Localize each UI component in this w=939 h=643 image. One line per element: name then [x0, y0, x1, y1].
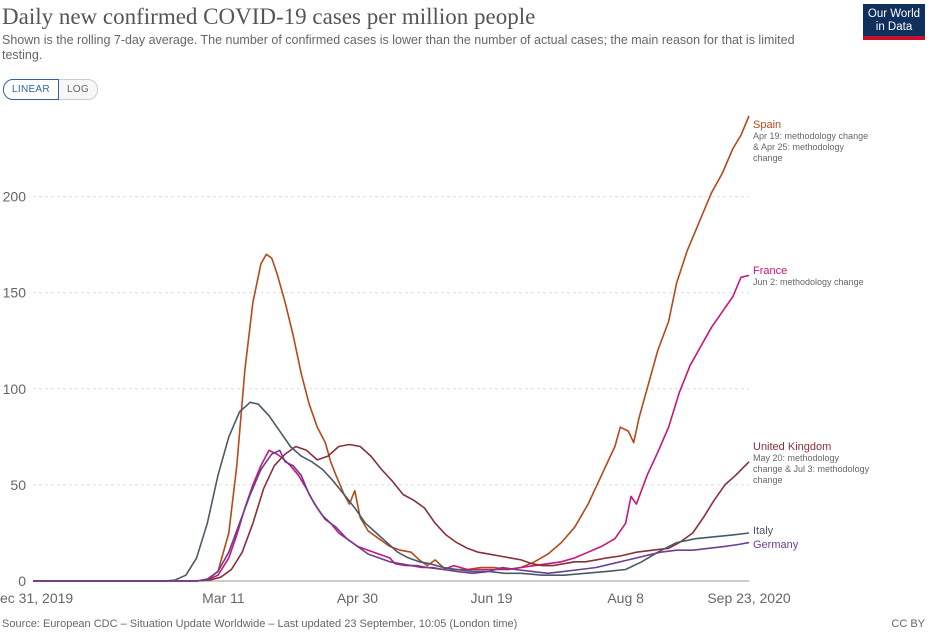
- series-label[interactable]: France: [753, 265, 787, 277]
- series-annotation: Apr 19: methodology change: [753, 131, 868, 141]
- series-label[interactable]: Spain: [753, 119, 781, 131]
- x-tick-label: Apr 30: [337, 590, 378, 606]
- y-tick-label: 200: [3, 189, 27, 205]
- owid-logo[interactable]: Our World in Data: [863, 4, 925, 40]
- series-annotation: change & Jul 3: methodology: [753, 464, 870, 474]
- series-line-germany[interactable]: [33, 449, 750, 582]
- source-note: Source: European CDC – Situation Update …: [2, 618, 518, 630]
- y-tick-label: 150: [3, 285, 27, 301]
- series-annotation: change: [753, 153, 783, 163]
- series-label[interactable]: Germany: [753, 539, 799, 551]
- series-label[interactable]: Italy: [753, 525, 774, 537]
- x-tick-label: Jun 19: [471, 590, 513, 606]
- series-label[interactable]: United Kingdom: [753, 441, 831, 453]
- chart-title: Daily new confirmed COVID-19 cases per m…: [2, 4, 536, 29]
- series-lines: [33, 115, 750, 582]
- series-annotation: May 20: methodology: [753, 453, 840, 463]
- scale-toggle: LINEAR LOG: [3, 79, 98, 100]
- chart-subtitle: Shown is the rolling 7-day average. The …: [2, 33, 795, 62]
- license-link[interactable]: CC BY: [891, 618, 925, 630]
- logo-line-2: in Data: [875, 21, 913, 33]
- log-scale-button[interactable]: LOG: [58, 79, 98, 100]
- series-line-france[interactable]: [33, 274, 750, 582]
- x-tick-label: Mar 11: [202, 590, 245, 606]
- gridlines: [33, 196, 749, 582]
- series-annotation: Jun 2: methodology change: [753, 277, 864, 287]
- series-annotation: change: [753, 475, 783, 485]
- series-line-united-kingdom[interactable]: [33, 443, 750, 582]
- logo-line-1: Our World: [867, 8, 921, 20]
- x-axis-ticks: ec 31, 2019 Mar 11 Apr 30 Jun 19 Aug 8 Sep 23…: [0, 590, 791, 606]
- linear-scale-button[interactable]: LINEAR: [3, 79, 59, 100]
- x-tick-label: Sep 23, 2020: [707, 590, 791, 606]
- y-axis-ticks: 0 50 100 150 200: [3, 189, 27, 589]
- series-annotation: & Apr 25: methodology: [753, 142, 845, 152]
- y-tick-label: 100: [3, 381, 27, 397]
- x-tick-label: ec 31, 2019: [0, 590, 73, 606]
- x-tick-label: Aug 8: [607, 590, 644, 606]
- series-line-italy[interactable]: [33, 401, 750, 582]
- y-tick-label: 50: [10, 477, 26, 493]
- y-tick-label: 0: [18, 573, 26, 589]
- series-line-spain[interactable]: [33, 115, 750, 582]
